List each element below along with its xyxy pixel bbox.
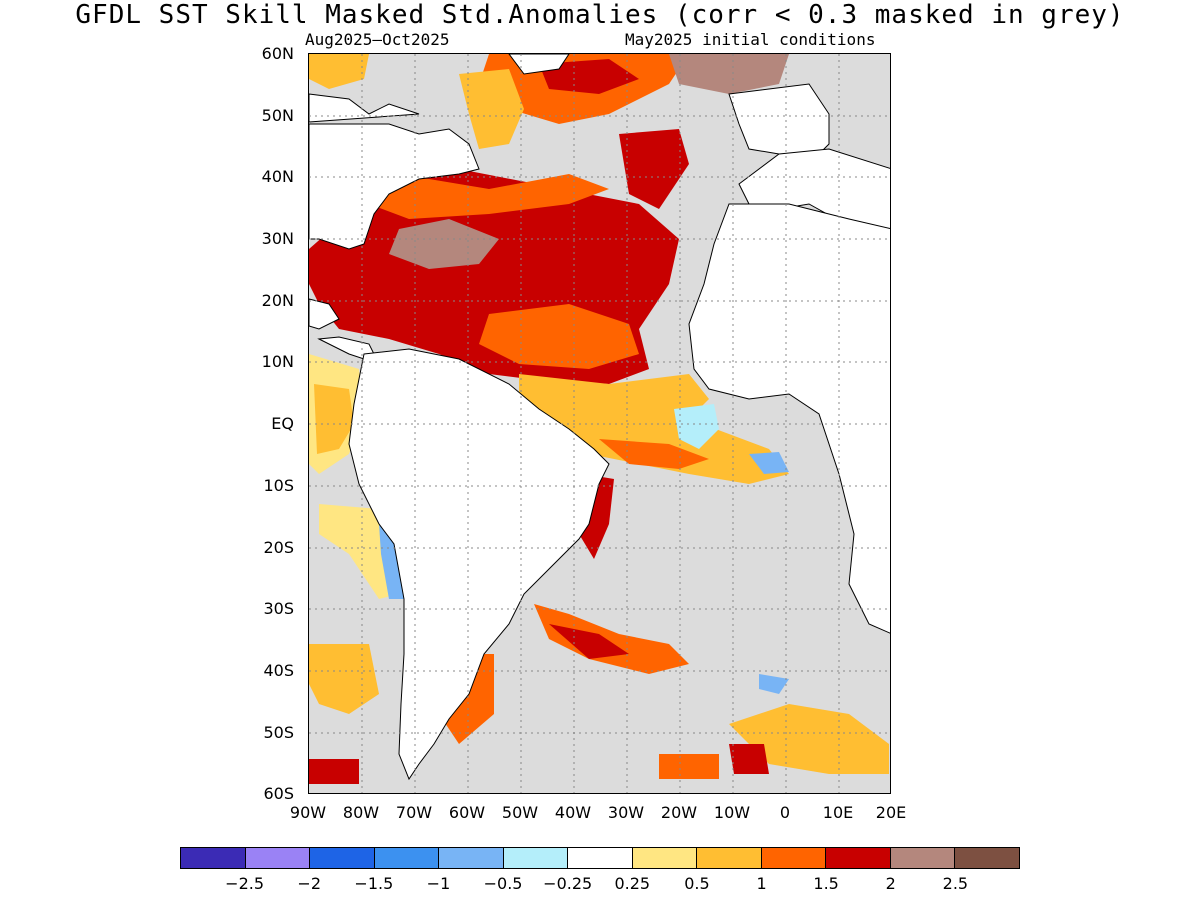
map-title: GFDL SST Skill Masked Std.Anomalies (cor… bbox=[75, 0, 1125, 30]
lat-label-30n: 30N bbox=[261, 229, 294, 248]
colorbar-tick-label: −2.5 bbox=[225, 874, 265, 893]
lon-label-90w: 90W bbox=[289, 803, 327, 822]
colorbar-tick-label: −0.5 bbox=[483, 874, 523, 893]
lat-label-30s: 30S bbox=[263, 599, 294, 618]
colorbar-tick-label: 2 bbox=[885, 874, 896, 893]
anomaly-area bbox=[519, 374, 789, 484]
lon-label-0: 0 bbox=[779, 803, 791, 822]
lon-label-60w: 60W bbox=[448, 803, 486, 822]
anomaly-area bbox=[669, 54, 789, 94]
colorbar-swatch bbox=[632, 848, 698, 868]
lon-label-30w: 30W bbox=[607, 803, 645, 822]
anomaly-area bbox=[309, 759, 359, 784]
anomaly-area bbox=[479, 304, 639, 369]
colorbar-swatch bbox=[245, 848, 311, 868]
anomaly-area bbox=[729, 704, 889, 774]
colorbar-tick-label: 0.25 bbox=[614, 874, 651, 893]
anomaly-area bbox=[314, 384, 354, 454]
lat-label-40s: 40S bbox=[263, 661, 294, 680]
anomaly-area bbox=[539, 59, 639, 94]
colorbar-tick-label: 0.5 bbox=[684, 874, 710, 893]
colorbar-swatch bbox=[955, 848, 1019, 868]
lat-label-50n: 50N bbox=[261, 106, 294, 125]
anomaly-area bbox=[534, 604, 689, 674]
land-south-america bbox=[348, 348, 610, 781]
map-canvas bbox=[309, 54, 890, 793]
lon-label-10e: 10E bbox=[822, 803, 854, 822]
anomaly-area bbox=[659, 754, 719, 779]
lat-label-20s: 20S bbox=[263, 538, 294, 557]
anomaly-area bbox=[389, 219, 499, 269]
lon-label-70w: 70W bbox=[395, 803, 433, 822]
land-mexico bbox=[309, 298, 340, 330]
colorbar-tick-label: −0.25 bbox=[543, 874, 593, 893]
colorbar-swatch bbox=[890, 848, 956, 868]
colorbar-tick-label: −1.5 bbox=[354, 874, 394, 893]
anomaly-area bbox=[549, 624, 629, 659]
land-greenland bbox=[508, 54, 570, 75]
lat-label-20n: 20N bbox=[261, 291, 294, 310]
anomaly-area bbox=[459, 69, 524, 149]
lon-label-20w: 20W bbox=[660, 803, 698, 822]
anomaly-area bbox=[759, 674, 789, 694]
colorbar-swatch bbox=[568, 848, 633, 868]
colorbar-swatch bbox=[181, 848, 246, 868]
colorbar-swatch bbox=[826, 848, 891, 868]
colorbar-tick-label: 1 bbox=[756, 874, 767, 893]
anomaly-area bbox=[599, 439, 709, 469]
colorbar-swatch bbox=[310, 848, 375, 868]
colorbar-tick-label: −1 bbox=[426, 874, 451, 893]
land-north-america bbox=[309, 123, 480, 250]
anomaly-area bbox=[729, 744, 769, 774]
lat-label-50s: 50S bbox=[263, 723, 294, 742]
lat-label-10s: 10S bbox=[263, 476, 294, 495]
anomaly-area bbox=[619, 129, 689, 209]
lat-label-40n: 40N bbox=[261, 167, 294, 186]
period-label: Aug2025–Oct2025 bbox=[305, 30, 450, 49]
lon-label-50w: 50W bbox=[501, 803, 539, 822]
lat-label-60s: 60S bbox=[263, 784, 294, 803]
map-panel bbox=[308, 53, 891, 794]
lat-label-10n: 10N bbox=[261, 352, 294, 371]
colorbar-swatch bbox=[761, 848, 827, 868]
anomaly-area bbox=[674, 404, 719, 449]
lon-label-10w: 10W bbox=[713, 803, 751, 822]
colorbar-tick-label: 1.5 bbox=[813, 874, 839, 893]
land-canada bbox=[309, 93, 420, 123]
graticule bbox=[309, 54, 890, 793]
lon-label-40w: 40W bbox=[554, 803, 592, 822]
lat-label-eq: EQ bbox=[271, 414, 294, 433]
colorbar bbox=[180, 847, 1020, 869]
lat-label-60n: 60N bbox=[261, 44, 294, 63]
colorbar-swatch bbox=[503, 848, 569, 868]
anomaly-area bbox=[749, 452, 789, 474]
colorbar-swatch bbox=[374, 848, 440, 868]
colorbar-tick-label: 2.5 bbox=[942, 874, 969, 893]
initial-conditions-label: May2025 initial conditions bbox=[625, 30, 876, 49]
colorbar-tick-label: −2 bbox=[297, 874, 322, 893]
lon-label-20e: 20E bbox=[875, 803, 907, 822]
anomaly-area bbox=[369, 174, 609, 219]
anomaly-area bbox=[309, 54, 369, 89]
colorbar-swatch bbox=[439, 848, 504, 868]
lon-label-80w: 80W bbox=[342, 803, 380, 822]
land-africa bbox=[688, 203, 890, 634]
colorbar-swatch bbox=[697, 848, 762, 868]
